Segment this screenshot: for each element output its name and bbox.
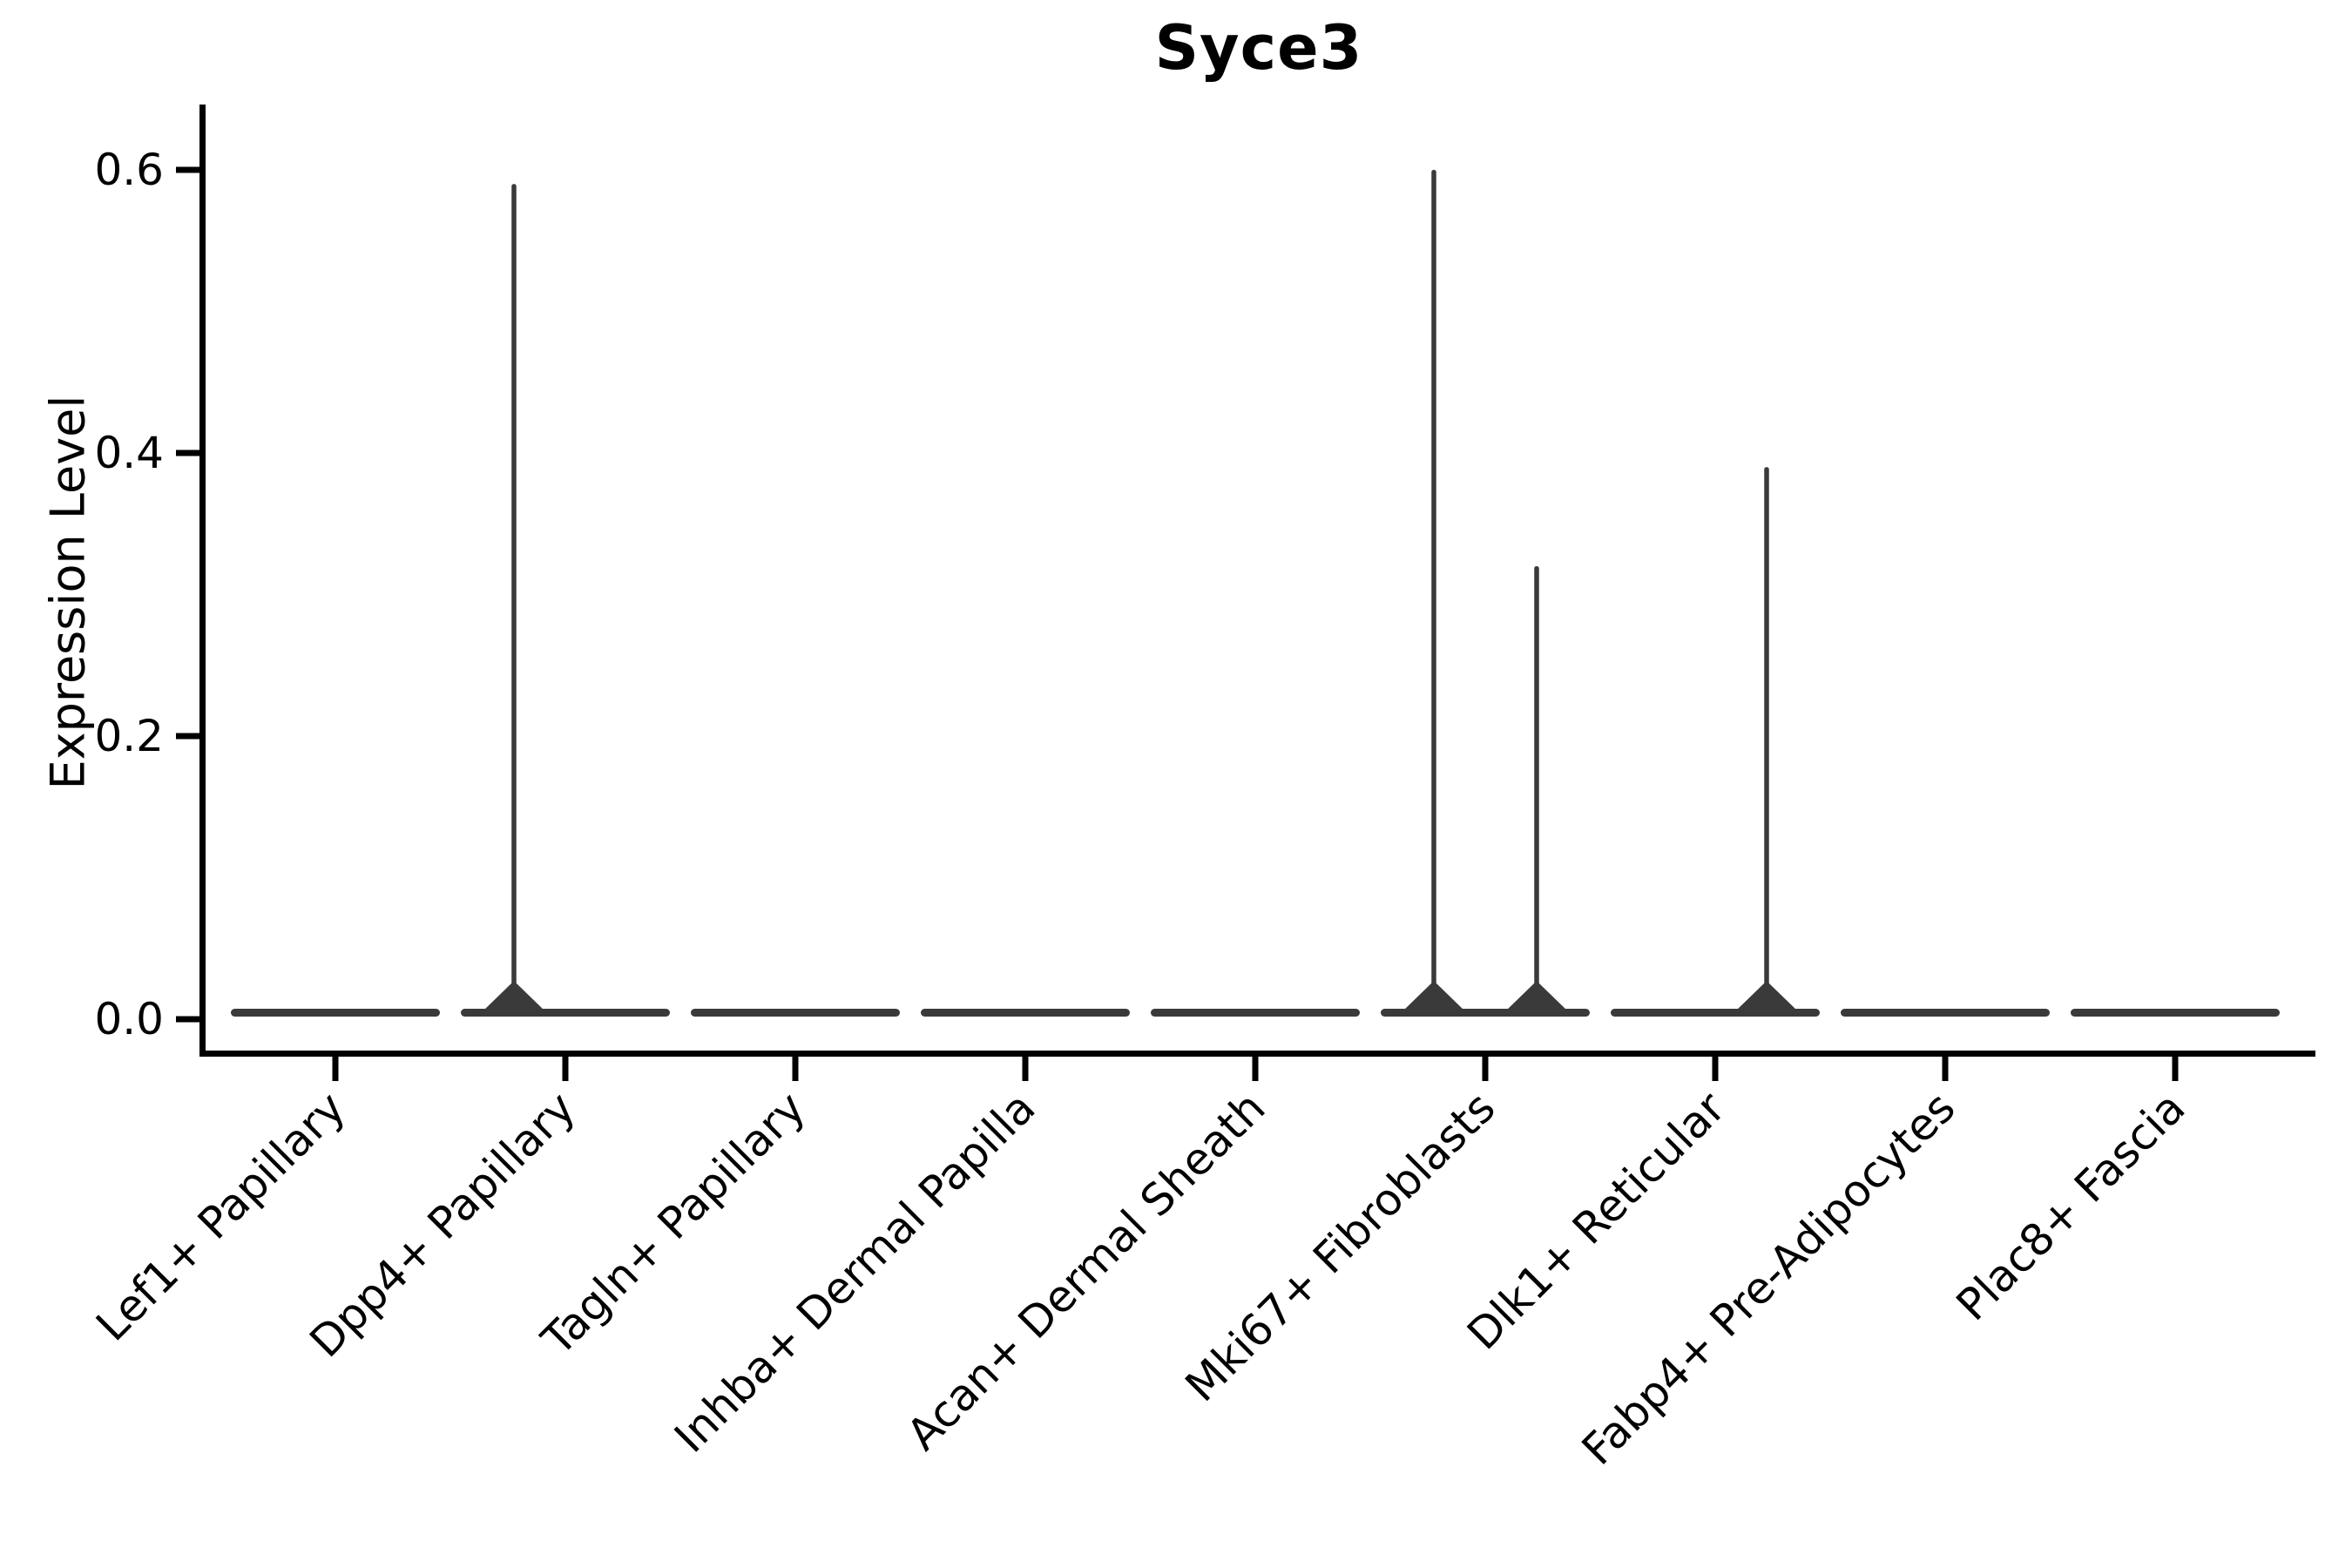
violin-baseline: [1841, 1009, 2050, 1017]
y-tick-label: 0.6: [94, 145, 164, 195]
y-tick-label: 0.0: [94, 994, 164, 1044]
y-tick: [176, 449, 199, 456]
plot-title: Syce3: [1154, 12, 1363, 84]
violin-baseline: [461, 1009, 670, 1017]
y-tick: [176, 733, 199, 740]
x-tick: [792, 1057, 799, 1081]
violin-spike: [511, 184, 517, 1017]
x-tick: [1712, 1057, 1719, 1081]
violin-baseline: [921, 1009, 1130, 1017]
y-tick: [176, 166, 199, 173]
violin-baseline: [2071, 1009, 2280, 1017]
x-tick: [1942, 1057, 1949, 1081]
y-tick: [176, 1016, 199, 1023]
x-tick-label: Fabp4+ Pre-Adipocytes: [1572, 1082, 1965, 1475]
violin-baseline: [691, 1009, 900, 1017]
x-tick-label: Lef1+ Papillary: [86, 1082, 355, 1350]
violin-baseline: [1381, 1009, 1590, 1017]
violin-baseline: [1151, 1009, 1360, 1017]
x-tick: [2172, 1057, 2179, 1081]
x-axis-spine: [199, 1051, 2315, 1057]
x-tick-label: Plac8+ Fascia: [1947, 1082, 2195, 1330]
violin-spike: [1431, 170, 1436, 1017]
violin-baseline: [1611, 1009, 1820, 1017]
x-tick: [1482, 1057, 1489, 1081]
x-tick: [332, 1057, 339, 1081]
violin-baseline: [231, 1009, 440, 1017]
y-tick-label: 0.2: [94, 711, 164, 761]
x-tick: [1252, 1057, 1259, 1081]
x-tick: [1022, 1057, 1029, 1081]
violin-spike: [1534, 566, 1539, 1017]
y-axis-spine: [199, 105, 206, 1057]
x-tick: [562, 1057, 569, 1081]
violin-spike: [1764, 467, 1769, 1017]
y-tick-label: 0.4: [94, 428, 164, 478]
